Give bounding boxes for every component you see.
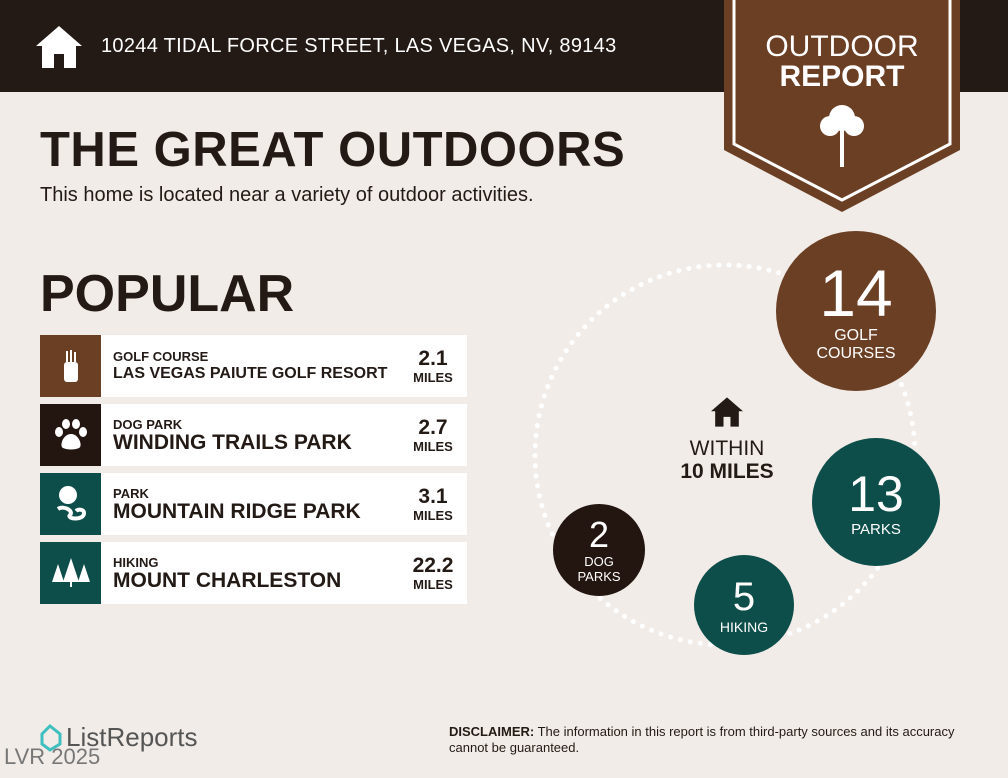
paw-icon	[40, 404, 101, 466]
golf-bag-icon	[40, 335, 101, 397]
category: DOG PARK	[113, 417, 183, 432]
disclaimer: DISCLAIMER: The information in this repo…	[449, 724, 989, 756]
home-icon	[36, 26, 82, 68]
list-item: HIKING MOUNT CHARLESTON 22.2 MILES	[40, 542, 467, 604]
badge-line2: REPORT	[779, 60, 905, 93]
place-name: WINDING TRAILS PARK	[113, 431, 352, 454]
count: 14	[819, 256, 893, 330]
parks-count-circle: 13 PARKS	[812, 438, 940, 566]
unit: MILES	[413, 438, 453, 454]
list-item: DOG PARK WINDING TRAILS PARK 2.7 MILES	[40, 404, 467, 466]
page-title: THE GREAT OUTDOORS	[40, 123, 626, 177]
unit: MILES	[413, 576, 453, 592]
distance: 3.1	[418, 484, 448, 508]
within-label: WITHIN	[689, 437, 765, 460]
count: 5	[732, 575, 756, 619]
brand-name: ListReports	[66, 722, 198, 752]
badge-line1: OUTDOOR	[765, 30, 919, 63]
count: 2	[588, 514, 610, 555]
disclaimer-text: The information in this report is from t…	[449, 724, 955, 755]
distance: 2.1	[418, 346, 448, 370]
unit: MILES	[413, 507, 453, 523]
outdoor-report-badge	[724, 0, 960, 212]
hiking-count-circle: 5 HIKING	[694, 555, 794, 655]
address: 10244 TIDAL FORCE STREET, LAS VEGAS, NV,…	[101, 35, 617, 57]
park-icon	[40, 473, 101, 535]
place-name: LAS VEGAS PAIUTE GOLF RESORT	[113, 365, 388, 382]
category: HIKING	[113, 555, 159, 570]
golf-count-circle: 14 GOLF COURSES	[776, 231, 936, 391]
distance: 22.2	[412, 553, 454, 577]
listreports-logo: ListReports	[38, 722, 198, 753]
list-item: GOLF COURSE LAS VEGAS PAIUTE GOLF RESORT …	[40, 335, 467, 397]
home-icon	[711, 397, 743, 427]
count-label: PARKS	[851, 520, 901, 538]
count-label: DOG	[584, 554, 614, 569]
pine-trees-icon	[40, 542, 101, 604]
place-name: MOUNTAIN RIDGE PARK	[113, 500, 361, 523]
watermark: LVR 2025	[4, 744, 101, 769]
category: PARK	[113, 486, 149, 501]
count: 13	[848, 465, 904, 522]
list-item: PARK MOUNTAIN RIDGE PARK 3.1 MILES	[40, 473, 467, 535]
tree-icon	[820, 105, 864, 167]
dog-parks-count-circle: 2 DOG PARKS	[553, 504, 645, 596]
popular-heading: POPULAR	[40, 265, 295, 323]
disclaimer-label: DISCLAIMER:	[449, 724, 535, 739]
count-label: GOLF	[834, 327, 878, 344]
count-label: HIKING	[719, 619, 769, 635]
distance: 2.7	[418, 415, 448, 439]
count-label: COURSES	[816, 345, 896, 362]
page-subtitle: This home is located near a variety of o…	[40, 184, 534, 206]
count-label: PARKS	[577, 569, 621, 584]
logo-icon	[40, 723, 62, 752]
category: GOLF COURSE	[113, 349, 209, 364]
place-name: MOUNT CHARLESTON	[113, 569, 342, 592]
radius-distance: 10 MILES	[680, 460, 774, 483]
unit: MILES	[413, 369, 453, 385]
